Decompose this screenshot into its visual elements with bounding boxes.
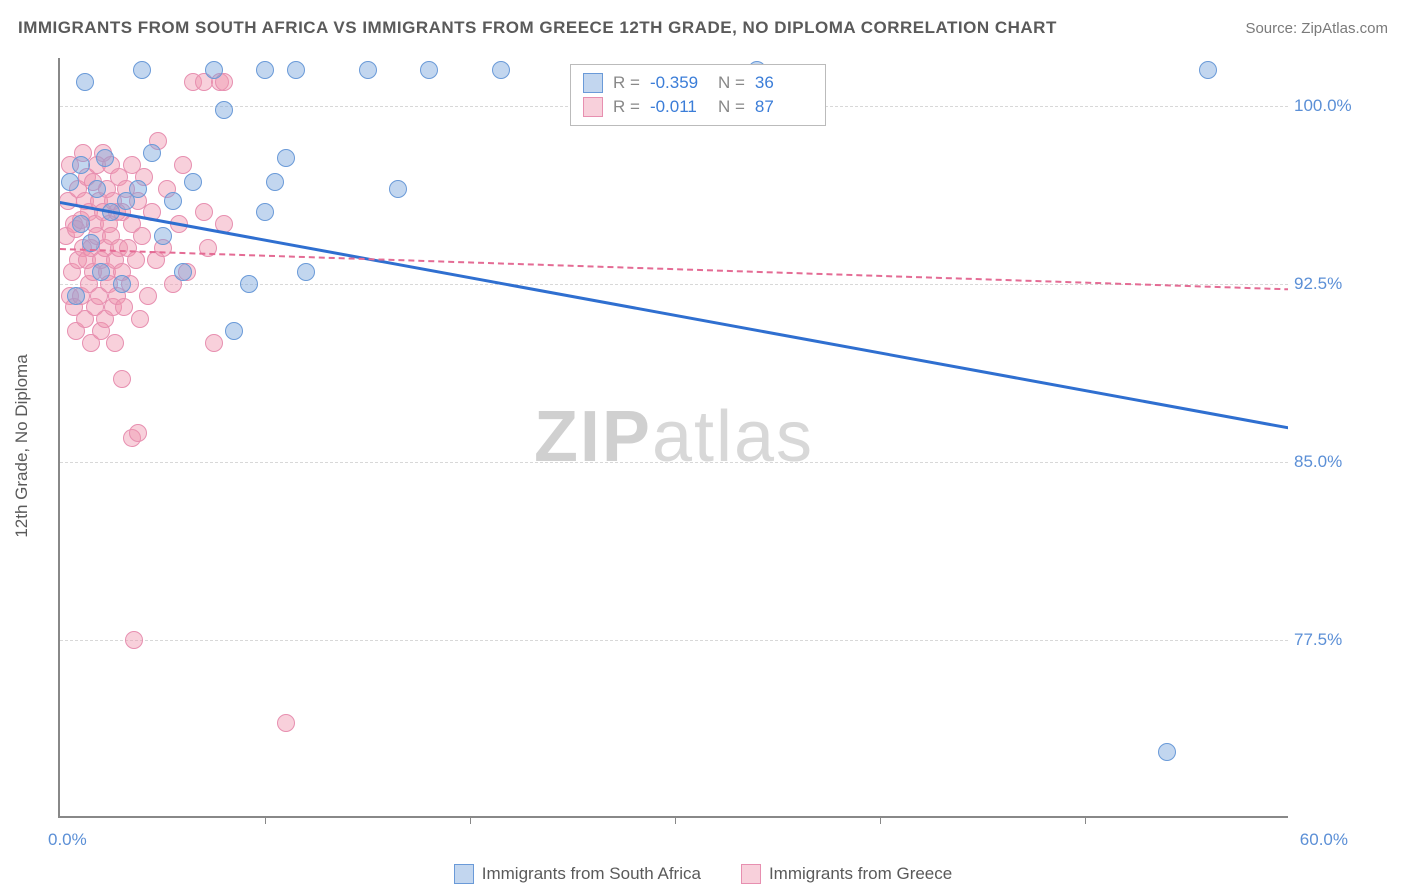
x-tick <box>265 816 266 824</box>
source-label: Source: ZipAtlas.com <box>1245 20 1388 37</box>
scatter-point <box>492 61 510 79</box>
scatter-point <box>1158 743 1176 761</box>
scatter-point <box>287 61 305 79</box>
scatter-point <box>133 227 151 245</box>
n-label: N = <box>718 73 745 93</box>
stats-row: R = -0.011 N = 87 <box>583 95 813 119</box>
n-value: 87 <box>755 97 813 117</box>
scatter-point <box>88 180 106 198</box>
gridline <box>60 462 1288 463</box>
scatter-point <box>195 203 213 221</box>
scatter-point <box>106 334 124 352</box>
legend-swatch <box>741 864 761 884</box>
scatter-point <box>129 180 147 198</box>
y-axis-label: 12th Grade, No Diploma <box>12 354 32 537</box>
watermark: ZIPatlas <box>534 396 814 478</box>
scatter-point <box>143 144 161 162</box>
stats-row: R = -0.359 N = 36 <box>583 71 813 95</box>
stats-swatch <box>583 73 603 93</box>
scatter-point <box>174 263 192 281</box>
scatter-point <box>277 149 295 167</box>
scatter-point <box>76 73 94 91</box>
scatter-point <box>277 714 295 732</box>
n-value: 36 <box>755 73 813 93</box>
x-tick <box>1085 816 1086 824</box>
y-tick-label: 77.5% <box>1294 630 1362 650</box>
scatter-point <box>184 173 202 191</box>
n-label: N = <box>718 97 745 117</box>
legend-swatch <box>454 864 474 884</box>
scatter-point <box>139 287 157 305</box>
title-bar: IMMIGRANTS FROM SOUTH AFRICA VS IMMIGRAN… <box>18 18 1388 38</box>
scatter-point <box>256 203 274 221</box>
y-tick-label: 100.0% <box>1294 96 1362 116</box>
scatter-point <box>297 263 315 281</box>
legend-item: Immigrants from Greece <box>741 864 952 884</box>
x-tick <box>470 816 471 824</box>
scatter-point <box>240 275 258 293</box>
y-tick-label: 92.5% <box>1294 274 1362 294</box>
watermark-atlas: atlas <box>652 397 814 477</box>
watermark-zip: ZIP <box>534 397 652 477</box>
stats-swatch <box>583 97 603 117</box>
scatter-point <box>205 334 223 352</box>
scatter-point <box>115 298 133 316</box>
trend-line <box>60 201 1288 430</box>
legend-item: Immigrants from South Africa <box>454 864 701 884</box>
r-label: R = <box>613 73 640 93</box>
scatter-point <box>96 149 114 167</box>
scatter-point <box>420 61 438 79</box>
scatter-point <box>67 287 85 305</box>
scatter-point <box>215 101 233 119</box>
legend-label: Immigrants from Greece <box>769 864 952 884</box>
scatter-point <box>113 275 131 293</box>
plot-area: ZIPatlas R =-0.359N =36R =-0.011N =87 0.… <box>58 58 1288 818</box>
scatter-point <box>127 251 145 269</box>
scatter-point <box>174 156 192 174</box>
x-tick <box>880 816 881 824</box>
scatter-point <box>164 192 182 210</box>
plot-inner: ZIPatlas <box>60 58 1288 816</box>
scatter-point <box>266 173 284 191</box>
legend-bottom: Immigrants from South Africa Immigrants f… <box>0 864 1406 884</box>
stats-box: R = -0.359 N = 36 R = -0.011 N = 87 <box>570 64 826 126</box>
scatter-point <box>225 322 243 340</box>
scatter-point <box>359 61 377 79</box>
y-tick-label: 85.0% <box>1294 452 1362 472</box>
legend-label: Immigrants from South Africa <box>482 864 701 884</box>
gridline <box>60 640 1288 641</box>
scatter-point <box>133 61 151 79</box>
r-label: R = <box>613 97 640 117</box>
scatter-point <box>129 424 147 442</box>
scatter-point <box>125 631 143 649</box>
scatter-point <box>61 173 79 191</box>
chart-title: IMMIGRANTS FROM SOUTH AFRICA VS IMMIGRAN… <box>18 18 1057 38</box>
scatter-point <box>154 227 172 245</box>
scatter-point <box>205 61 223 79</box>
scatter-point <box>92 263 110 281</box>
scatter-point <box>131 310 149 328</box>
r-value: -0.359 <box>650 73 708 93</box>
x-tick <box>675 816 676 824</box>
scatter-point <box>72 156 90 174</box>
scatter-point <box>256 61 274 79</box>
scatter-point <box>1199 61 1217 79</box>
x-max-label: 60.0% <box>1300 830 1348 850</box>
x-min-label: 0.0% <box>48 830 87 850</box>
scatter-point <box>113 370 131 388</box>
scatter-point <box>72 215 90 233</box>
scatter-point <box>389 180 407 198</box>
r-value: -0.011 <box>650 97 708 117</box>
